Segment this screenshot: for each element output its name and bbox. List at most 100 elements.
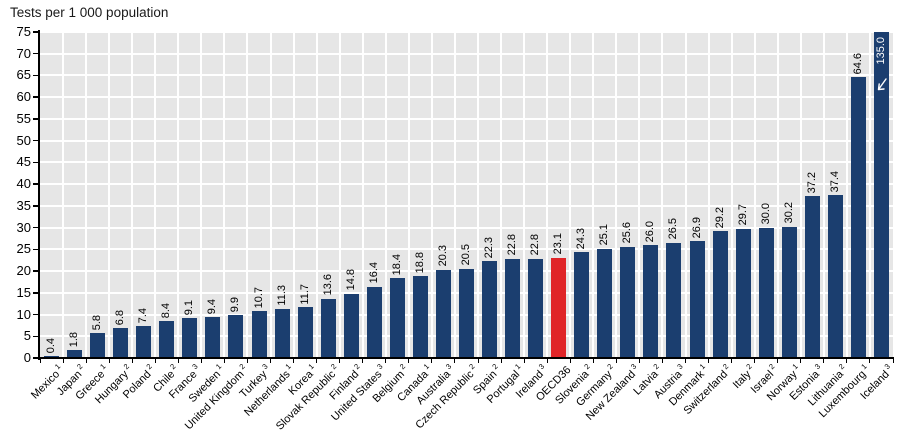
- x-gridline: [592, 32, 595, 358]
- x-tick: [108, 359, 110, 363]
- x-gridline: [546, 32, 549, 358]
- y-tick-label: 10: [16, 306, 31, 322]
- bar-value-label: 6.8: [114, 310, 127, 326]
- y-gridline: [40, 248, 893, 251]
- x-tick: [431, 359, 433, 363]
- x-tick: [638, 359, 640, 363]
- bar-value-label: 135.0: [874, 37, 887, 65]
- y-tick: [33, 205, 38, 207]
- x-gridline: [776, 32, 779, 358]
- bar-value-label: 30.2: [782, 202, 795, 224]
- y-tick-label: 55: [16, 110, 31, 126]
- bar-value-label: 14.8: [344, 269, 357, 291]
- x-tick: [85, 359, 87, 363]
- x-tick: [800, 359, 802, 363]
- bar: [182, 318, 198, 358]
- x-tick: [454, 359, 456, 363]
- bar: [804, 196, 820, 358]
- x-gridline: [430, 32, 433, 358]
- bar: [459, 268, 474, 358]
- x-tick: [500, 359, 502, 363]
- x-tick: [708, 359, 710, 363]
- bar-value-label: 9.4: [206, 298, 219, 315]
- x-gridline: [384, 32, 387, 358]
- bar: [850, 77, 866, 358]
- bar: [320, 298, 336, 358]
- x-tick: [154, 359, 156, 363]
- bar: [343, 293, 359, 358]
- x-tick: [661, 359, 663, 363]
- x-gridline: [569, 32, 572, 358]
- y-tick: [33, 31, 38, 33]
- x-tick: [892, 359, 894, 363]
- y-tick-label: 60: [16, 89, 31, 105]
- x-tick: [592, 359, 594, 363]
- bar-value-label: 29.7: [736, 204, 749, 226]
- bar-value-label: 1.8: [68, 331, 81, 348]
- bar-value-label: 8.4: [160, 303, 173, 319]
- x-gridline: [730, 32, 733, 358]
- bar: [482, 261, 498, 358]
- x-tick: [339, 359, 341, 363]
- bar-value-label: 9.1: [183, 300, 196, 316]
- bar-value-label: 37.2: [805, 171, 818, 194]
- bar: [366, 286, 382, 358]
- y-tick: [33, 226, 38, 229]
- bar-value-label: 22.8: [529, 234, 542, 256]
- bar-value-label: 24.3: [575, 227, 588, 250]
- x-gridline: [707, 32, 710, 358]
- x-gridline: [753, 32, 756, 358]
- x-tick: [846, 359, 848, 363]
- x-gridline: [154, 32, 157, 358]
- bar-value-label: 29.2: [713, 206, 726, 229]
- bar-value-label: 7.4: [137, 307, 150, 323]
- bar: [735, 228, 751, 358]
- y-gridline: [40, 96, 893, 99]
- x-gridline: [131, 32, 134, 358]
- x-gridline: [361, 32, 364, 358]
- y-tick: [33, 96, 38, 98]
- y-tick-label: 45: [16, 154, 31, 170]
- x-gridline: [523, 32, 526, 358]
- x-gridline: [845, 32, 848, 358]
- x-gridline: [246, 32, 249, 358]
- x-tick: [316, 359, 318, 363]
- x-gridline: [822, 32, 825, 358]
- bar: [873, 32, 889, 358]
- bar-value-label: 11.3: [275, 285, 288, 306]
- bar-value-label: 64.6: [851, 52, 864, 75]
- x-tick: [200, 359, 202, 363]
- bar: [412, 276, 428, 358]
- x-tick: [685, 359, 686, 363]
- bar: [435, 269, 451, 358]
- y-gridline: [40, 117, 893, 120]
- x-tick: [177, 359, 179, 363]
- x-tick: [546, 359, 548, 363]
- y-tick: [33, 357, 38, 359]
- bar: [67, 350, 83, 358]
- y-tick-label: 30: [16, 219, 31, 235]
- bar: [666, 242, 682, 358]
- y-tick: [33, 118, 38, 120]
- bar-value-label: 5.8: [91, 314, 104, 330]
- y-tick: [33, 74, 38, 77]
- x-gridline: [85, 32, 88, 358]
- y-gridline: [40, 204, 893, 207]
- bar: [712, 231, 728, 358]
- y-tick: [33, 161, 38, 164]
- bar: [781, 226, 797, 358]
- x-tick: [385, 359, 387, 363]
- chart-title: Tests per 1 000 population: [10, 5, 169, 20]
- bar: [827, 195, 843, 358]
- bar-value-label: 18.8: [413, 251, 426, 274]
- bar-value-label: 20.3: [436, 245, 449, 267]
- x-tick: [131, 359, 133, 363]
- x-gridline: [315, 32, 318, 358]
- x-tick: [754, 359, 756, 363]
- bar-value-label: 26.9: [690, 216, 703, 239]
- y-gridline: [40, 183, 893, 186]
- x-gridline: [200, 32, 203, 358]
- bar: [689, 241, 705, 358]
- bar-value-label: 22.3: [483, 236, 496, 259]
- bar: [620, 246, 636, 358]
